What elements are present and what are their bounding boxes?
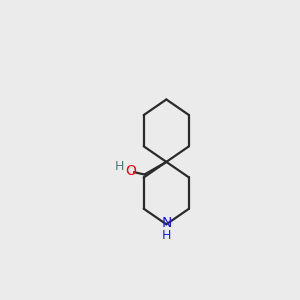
- Text: N: N: [161, 216, 172, 230]
- Text: H: H: [115, 160, 124, 173]
- Text: H: H: [162, 229, 171, 242]
- Text: O: O: [125, 164, 136, 178]
